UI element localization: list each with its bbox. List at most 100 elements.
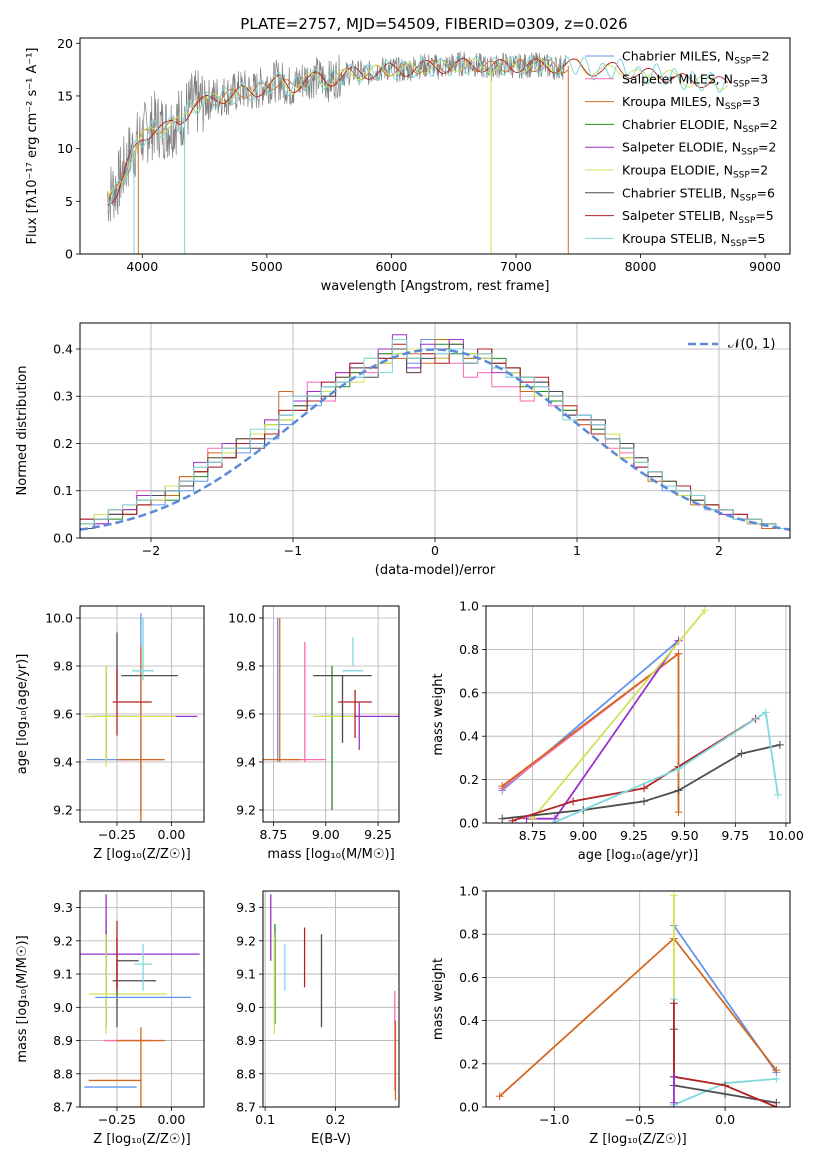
x-tick-label: 0.0: [715, 1112, 735, 1127]
x-tick-label: 0.1: [255, 1112, 275, 1127]
x-tick-label: 4000: [126, 259, 158, 274]
legend-suffix: =3: [742, 94, 760, 109]
legend-suffix: =5: [755, 208, 773, 223]
y-tick-label: 5: [65, 194, 73, 209]
x-tick-label: 0.2: [326, 1112, 346, 1127]
axes-frame: [262, 890, 400, 1108]
y-tick-label: 0.4: [459, 729, 479, 744]
weight-line: [502, 744, 781, 820]
x-axis-label: Z [log₁₀(Z/Z☉)]: [93, 1132, 190, 1147]
y-tick-label: 9.2: [236, 933, 256, 948]
legend-suffix: =2: [751, 49, 769, 64]
x-tick-label: 9.25: [620, 828, 648, 843]
y-tick-label: 20: [57, 36, 73, 51]
y-axis-label: mass weight: [431, 958, 446, 1040]
weight-line: [526, 640, 680, 820]
legend-label: Kroupa ELODIE, NSSP=2: [622, 163, 768, 181]
y-tick-label: 0.3: [53, 389, 73, 404]
y-tick-label: 9.6: [236, 707, 256, 722]
y-tick-label: 9.4: [236, 755, 256, 770]
y-tick-label: 0: [65, 247, 73, 262]
y-tick-label: 9.1: [53, 967, 73, 982]
x-axis-label: mass [log₁₀(M/M☉)]: [267, 847, 394, 862]
weight-line: [552, 711, 779, 823]
plot-area: [495, 891, 781, 1107]
y-tick-label: 9.4: [53, 755, 73, 770]
x-tick-label: 7000: [500, 259, 532, 274]
legend-suffix: =5: [747, 231, 765, 246]
legend-subscript: SSP: [742, 125, 759, 135]
legend-subscript: SSP: [734, 57, 751, 67]
y-axis-label: mass [log₁₀(M/M☉)]: [15, 935, 30, 1062]
x-axis-label: Z [log₁₀(Z/Z☉)]: [93, 847, 190, 862]
normal-curve: [80, 348, 790, 531]
plot-area: [84, 613, 198, 822]
residual-histogram-panel: −2 −1 0 1 2 0.0 0.1 0.2 0.3 0.4 (data-model)/error…: [15, 322, 791, 578]
x-tick-label: 8000: [625, 259, 657, 274]
axes-frame: [79, 605, 205, 823]
plot-area: [80, 894, 200, 1107]
x-tick-label: 8.75: [519, 828, 547, 843]
y-tick-label: 10.0: [45, 611, 73, 626]
legend-subscript: SSP: [733, 171, 750, 181]
y-tick-label: 10.0: [228, 611, 256, 626]
y-tick-label: 0.6: [459, 970, 479, 985]
x-tick-label: −1: [284, 543, 302, 558]
legend-label: Salpeter ELODIE, NSSP=2: [622, 140, 776, 158]
x-tick-label: 5000: [251, 259, 283, 274]
weight-line: [499, 937, 778, 1097]
axes-frame: [79, 890, 205, 1108]
legend: 𝒩(0, 1): [688, 337, 775, 352]
x-tick-label: 0.00: [157, 1112, 185, 1127]
y-tick-label: 0.2: [459, 772, 479, 787]
plot-area: [498, 606, 784, 823]
x-tick-label: 0.00: [157, 827, 185, 842]
y-tick-label: 9.6: [53, 707, 73, 722]
x-axis-label: E(B-V): [311, 1132, 351, 1147]
x-axis-label: (data-model)/error: [375, 563, 496, 578]
legend-subscript: SSP: [740, 193, 757, 203]
y-tick-label: 1.0: [459, 599, 479, 614]
y-axis-label: age [log₁₀(age/yr)]: [15, 654, 30, 775]
model-line: [106, 55, 728, 212]
legend-subscript: SSP: [725, 102, 742, 112]
axes-frame: [262, 605, 400, 823]
y-tick-label: 0.8: [459, 642, 479, 657]
legend-label: Chabrier MILES, NSSP=2: [622, 49, 770, 67]
x-tick-label: 9000: [749, 259, 781, 274]
legend-label: 𝒩(0, 1): [728, 337, 775, 352]
y-tick-label: 9.3: [53, 900, 73, 915]
y-tick-label: 0.4: [53, 341, 73, 356]
mass-weight-vs-z-panel: −1.0 −0.5 0.0 0.0 0.2 0.4 0.6 0.8 1.0 Z [log₁₀(Z/…: [431, 884, 791, 1147]
x-tick-label: 8.75: [260, 827, 288, 842]
y-axis-label: mass weight: [431, 673, 446, 755]
legend-label: Chabrier ELODIE, NSSP=2: [622, 117, 778, 135]
legend-subscript: SSP: [730, 239, 747, 249]
y-tick-label: 0.1: [53, 483, 73, 498]
y-axis-label: Flux [fλ10⁻¹⁷ erg cm⁻² s⁻¹ A⁻¹]: [25, 48, 40, 245]
mass-weight-vs-age-panel: 8.75 9.00 9.25 9.50 9.75 10.00 0.0 0.2 0.4 0.6 0.8…: [431, 599, 804, 864]
axes-frame: [485, 605, 791, 824]
y-tick-label: 9.2: [236, 803, 256, 818]
mass-vs-z-panel: −0.25 0.00 8.7 8.8 8.9 9.0 9.1 9.2 9.3 Z [log₁₀(Z…: [15, 890, 205, 1147]
y-tick-label: 8.8: [236, 1066, 256, 1081]
legend-subscript: SSP: [741, 148, 758, 158]
plot-area: [263, 618, 399, 810]
weight-line: [673, 1003, 777, 1107]
axes-frame: [485, 890, 791, 1108]
legend-label: Salpeter STELIB, NSSP=5: [622, 208, 774, 226]
y-tick-label: 0.4: [459, 1013, 479, 1028]
x-tick-label: 1: [573, 543, 581, 558]
legend-suffix: =2: [750, 163, 768, 178]
x-tick-label: 9.00: [569, 828, 597, 843]
age-vs-z-panel: −0.25 0.00 9.2 9.4 9.6 9.8 10.0 Z [log₁₀(Z/Z☉)]…: [15, 605, 205, 862]
x-axis-label: age [log₁₀(age/yr)]: [578, 848, 699, 863]
axes-frame: [79, 322, 791, 539]
x-tick-label: 9.75: [721, 828, 749, 843]
legend-label: Chabrier STELIB, NSSP=6: [622, 185, 775, 203]
x-tick-label: −2: [142, 543, 160, 558]
y-tick-label: 9.3: [236, 900, 256, 915]
legend-subscript: SSP: [738, 216, 755, 226]
y-tick-label: 15: [57, 88, 73, 103]
plot-area: [106, 51, 729, 254]
